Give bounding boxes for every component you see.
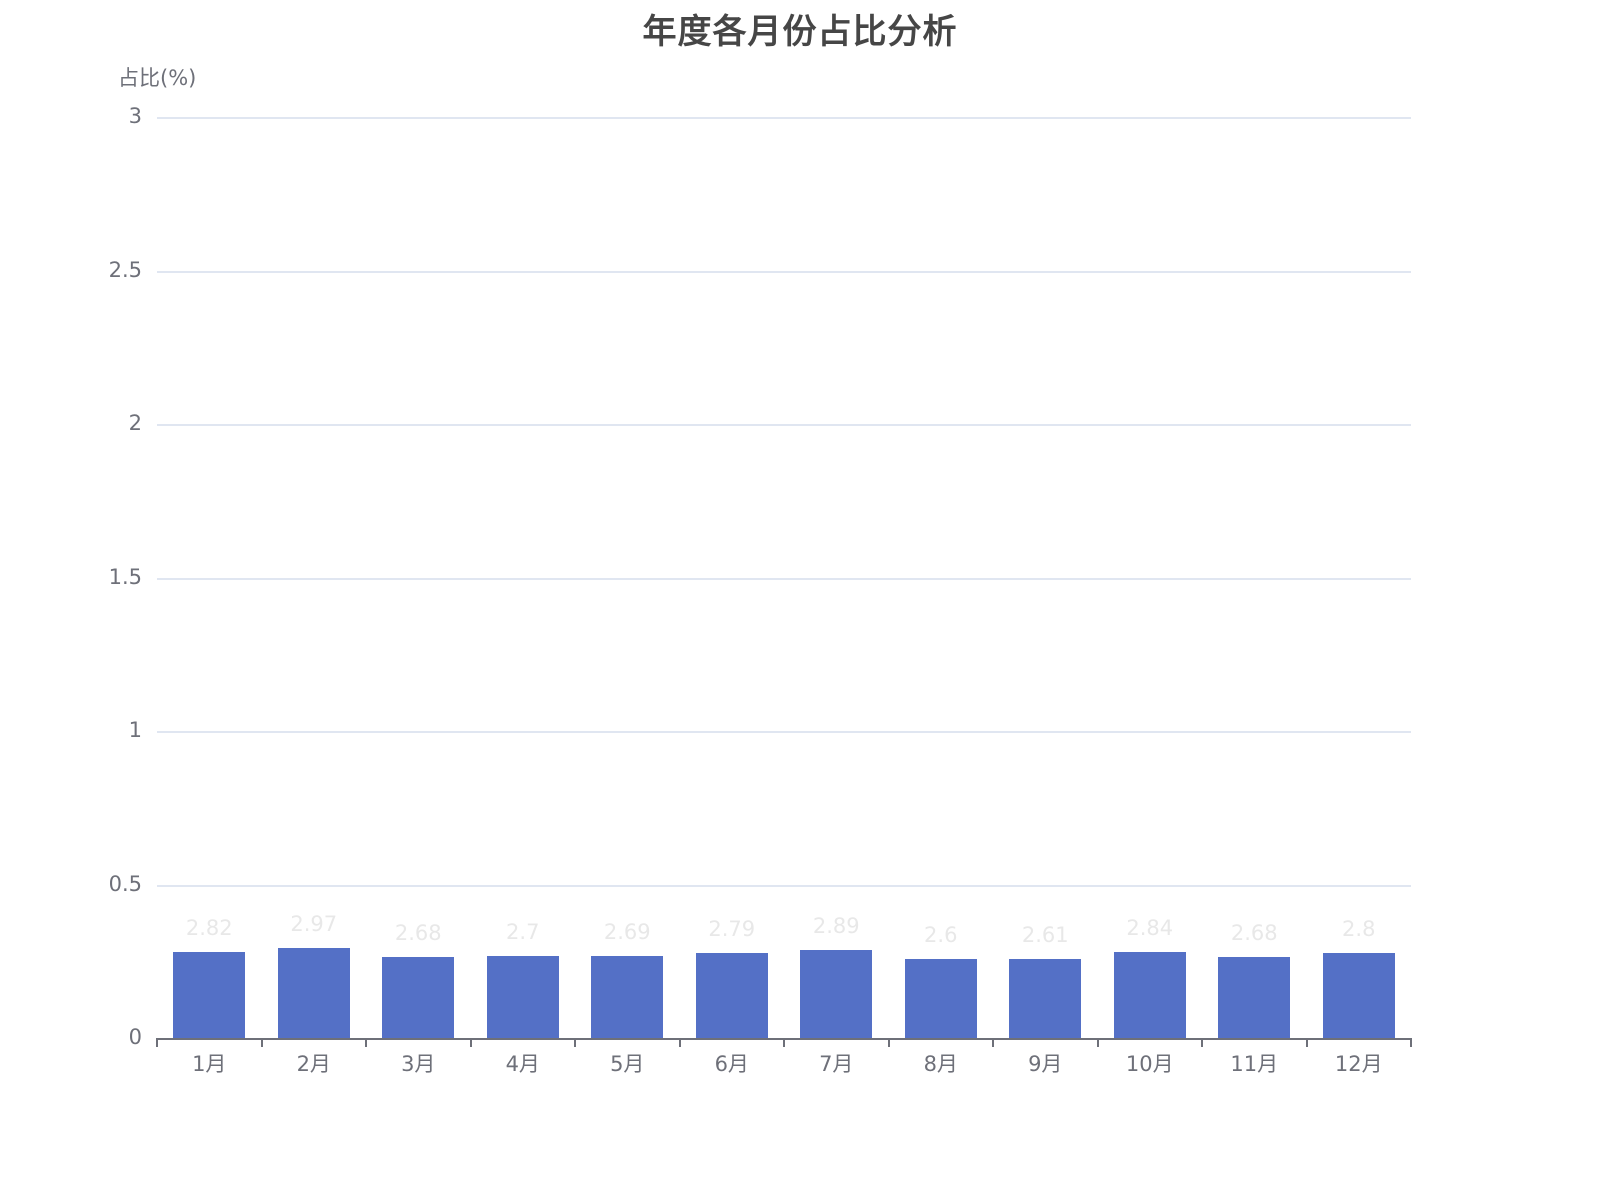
bar-5[interactable] — [591, 956, 664, 1039]
y-tick-label: 3 — [128, 104, 142, 128]
y-tick-label: 2 — [128, 411, 142, 435]
y-tick-label: 1 — [128, 718, 142, 742]
x-tick — [1305, 1038, 1308, 1047]
x-tick — [469, 1038, 472, 1047]
gridline — [157, 117, 1411, 119]
x-tick — [1201, 1038, 1203, 1047]
x-tick-label: 12月 — [1334, 1052, 1383, 1076]
gridline — [157, 424, 1411, 426]
x-tick-label: 8月 — [923, 1052, 958, 1076]
bar-11[interactable] — [1218, 956, 1291, 1039]
x-tick — [992, 1038, 994, 1047]
bar-8[interactable] — [904, 959, 977, 1039]
bar-7[interactable] — [800, 950, 873, 1039]
gridline — [157, 884, 1411, 887]
bar-value-label: 2.89 — [812, 914, 860, 939]
bar-6[interactable] — [695, 953, 768, 1039]
y-tick-label: 0.5 — [108, 871, 142, 896]
bar-value-label: 2.79 — [708, 917, 756, 942]
x-tick-label: 3月 — [401, 1052, 436, 1076]
x-tick-label: 6月 — [714, 1052, 749, 1076]
x-tick-label: 11月 — [1230, 1052, 1279, 1076]
x-tick-label: 1月 — [192, 1052, 227, 1076]
chart-title: 年度各月份占比分析 — [642, 12, 958, 52]
bar-value-label: 2.97 — [290, 911, 338, 936]
x-tick — [260, 1038, 263, 1047]
bar-12[interactable] — [1322, 953, 1395, 1039]
bar-value-label: 2.6 — [924, 923, 958, 948]
bar-value-label: 2.84 — [1126, 915, 1174, 940]
x-tick — [365, 1038, 367, 1047]
x-tick-label: 7月 — [819, 1052, 854, 1076]
gridline — [157, 577, 1411, 580]
x-tick — [1096, 1038, 1099, 1047]
bar-10[interactable] — [1113, 951, 1186, 1039]
bar-3[interactable] — [382, 956, 455, 1039]
bar-value-label: 2.68 — [394, 920, 442, 945]
bar-value-label: 2.61 — [1021, 922, 1069, 947]
x-tick — [1410, 1038, 1412, 1047]
y-tick-label: 2.5 — [108, 257, 142, 282]
gridline — [157, 731, 1411, 733]
x-tick — [783, 1038, 785, 1047]
bar-value-label: 2.82 — [185, 916, 233, 941]
x-tick — [156, 1038, 158, 1047]
x-tick-label: 4月 — [505, 1052, 540, 1076]
bar-value-label: 2.69 — [603, 920, 651, 945]
bar-9[interactable] — [1009, 958, 1082, 1039]
x-tick — [887, 1038, 890, 1047]
y-axis-title: 占比(%) — [118, 66, 197, 90]
bar-value-label: 2.7 — [506, 920, 540, 945]
gridline — [157, 270, 1411, 273]
x-tick-label: 9月 — [1028, 1052, 1063, 1076]
x-tick — [574, 1038, 576, 1047]
bar-1[interactable] — [173, 952, 246, 1039]
bar-value-label: 2.8 — [1342, 917, 1376, 942]
plot-area: 2.82 2.97 2.68 2.7 2.69 2.79 2.89 2.6 2.61 2.84 2.… — [157, 117, 1411, 1039]
y-tick-label: 1.5 — [108, 564, 142, 589]
bar-value-label: 2.68 — [1230, 920, 1278, 945]
bar-4[interactable] — [486, 956, 559, 1039]
x-tick-label: 10月 — [1125, 1052, 1174, 1076]
x-tick — [678, 1038, 681, 1047]
y-tick-label: 0 — [128, 1025, 142, 1049]
bar-2[interactable] — [277, 947, 350, 1039]
x-tick-label: 2月 — [296, 1052, 331, 1076]
x-tick-label: 5月 — [610, 1052, 645, 1076]
